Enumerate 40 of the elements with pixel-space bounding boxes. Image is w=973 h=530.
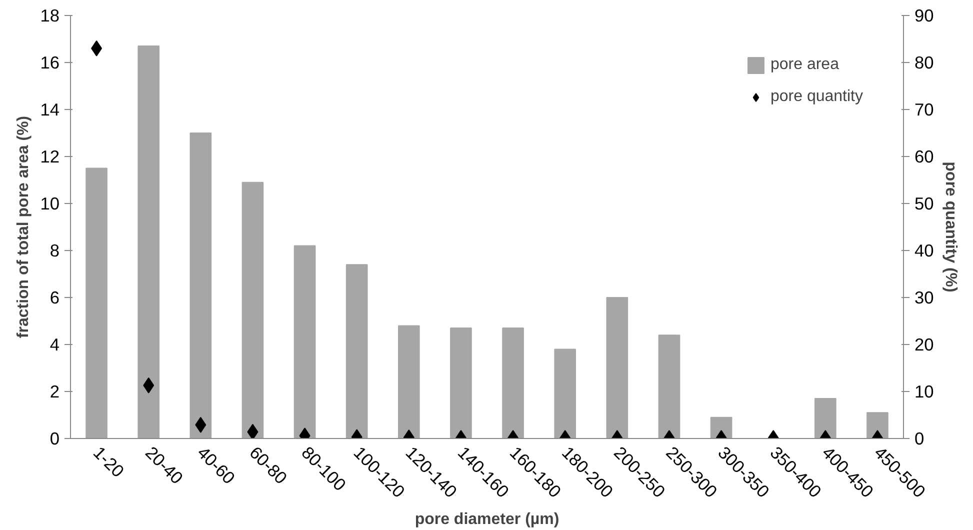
y2-tick-label: 60 bbox=[914, 146, 934, 166]
bar bbox=[190, 132, 212, 438]
y2-tick-label: 20 bbox=[914, 334, 934, 354]
y-axis-title: fraction of total pore area (%) bbox=[15, 116, 32, 338]
bar bbox=[86, 168, 108, 438]
bar bbox=[606, 297, 628, 438]
legend-label: pore area bbox=[770, 56, 839, 74]
bar bbox=[138, 46, 160, 438]
bar bbox=[814, 398, 836, 438]
bar bbox=[242, 182, 264, 438]
bar bbox=[346, 264, 368, 438]
y-tick-label: 6 bbox=[50, 288, 60, 308]
y-tick-label: 4 bbox=[50, 334, 60, 354]
y-tick-label: 10 bbox=[40, 194, 60, 214]
y-tick-label: 16 bbox=[40, 52, 60, 72]
bar bbox=[398, 325, 420, 438]
y2-tick-label: 70 bbox=[914, 100, 934, 120]
legend-label: pore quantity bbox=[770, 88, 863, 106]
bar bbox=[658, 334, 680, 438]
y2-tick-label: 80 bbox=[914, 52, 934, 72]
y-tick-label: 14 bbox=[40, 100, 60, 120]
y-tick-label: 18 bbox=[40, 6, 60, 26]
bar bbox=[866, 412, 888, 438]
y2-tick-label: 50 bbox=[914, 194, 934, 214]
x-tick-label: 1-20 bbox=[89, 442, 128, 482]
y2-tick-label: 90 bbox=[914, 6, 934, 26]
y-tick-label: 8 bbox=[50, 240, 60, 260]
y-tick-label: 0 bbox=[50, 428, 60, 448]
y2-axis-title: pore quantity (%) bbox=[942, 162, 959, 292]
y-tick-label: 12 bbox=[40, 146, 60, 166]
y-tick-label: 2 bbox=[50, 382, 60, 402]
x-axis-title: pore diameter (µm) bbox=[414, 510, 560, 528]
bar bbox=[450, 328, 472, 438]
bar bbox=[502, 328, 524, 438]
y2-tick-label: 10 bbox=[914, 382, 934, 402]
y2-tick-label: 40 bbox=[914, 240, 934, 260]
bar bbox=[554, 348, 576, 438]
bar bbox=[294, 245, 316, 438]
y2-tick-label: 30 bbox=[914, 288, 934, 308]
y2-tick-label: 0 bbox=[914, 428, 924, 448]
